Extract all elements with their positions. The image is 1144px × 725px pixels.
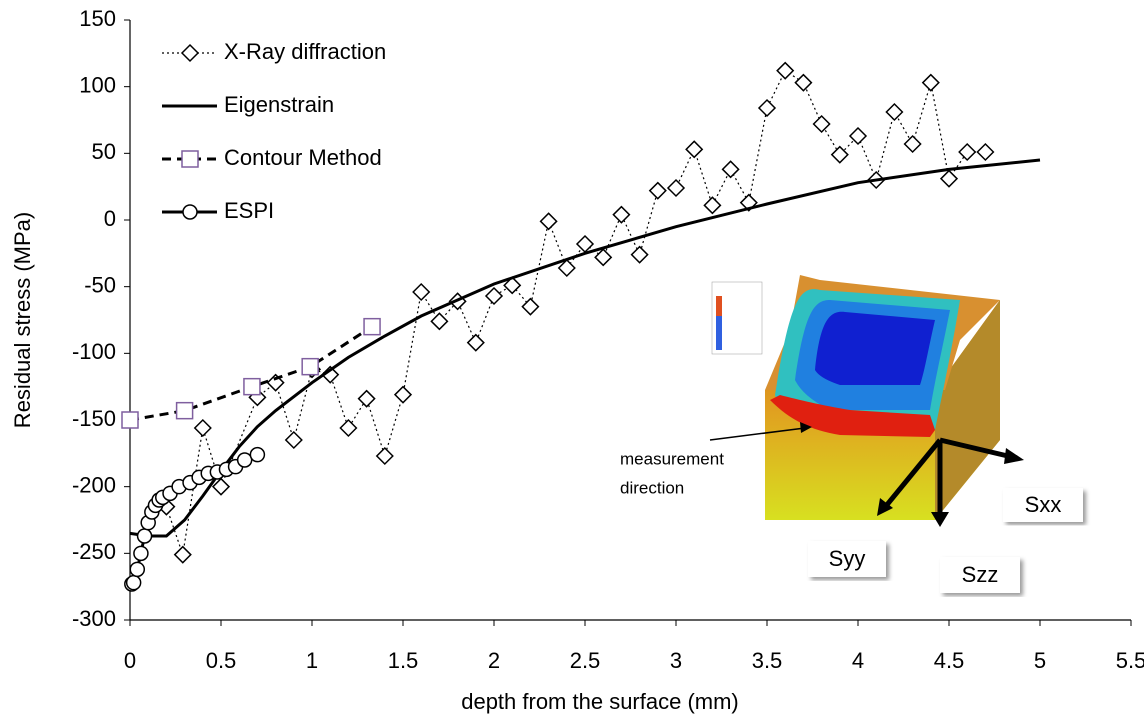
marker (183, 205, 197, 219)
inset-model (710, 275, 1083, 593)
marker (213, 479, 229, 495)
y-tick-label: 100 (79, 72, 116, 97)
marker (175, 547, 191, 563)
marker (486, 288, 502, 304)
marker (364, 319, 380, 335)
axis-tag: Szz (962, 562, 999, 587)
y-tick-label: 50 (92, 139, 116, 164)
marker (127, 576, 141, 590)
marker (541, 213, 557, 229)
marker (704, 197, 720, 213)
marker (177, 403, 193, 419)
marker (468, 335, 484, 351)
legend-label: Eigenstrain (224, 92, 334, 117)
marker (977, 144, 993, 160)
marker (777, 63, 793, 79)
y-tick-label: -250 (72, 539, 116, 564)
marker (814, 116, 830, 132)
marker (632, 247, 648, 263)
y-tick-label: -300 (72, 606, 116, 631)
y-axis-title: Residual stress (MPa) (10, 212, 35, 428)
marker (886, 104, 902, 120)
axis-tag: Syy (829, 546, 866, 571)
axis-tag: Sxx (1025, 492, 1062, 517)
marker (195, 420, 211, 436)
marker (182, 151, 198, 167)
marker (650, 183, 666, 199)
marker (723, 161, 739, 177)
legend-label: X-Ray diffraction (224, 39, 386, 64)
marker (130, 562, 144, 576)
x-tick-label: 2.5 (570, 648, 601, 673)
marker (668, 180, 684, 196)
marker (244, 379, 260, 395)
x-tick-label: 1 (306, 648, 318, 673)
marker (522, 299, 538, 315)
x-tick-label: 2 (488, 648, 500, 673)
marker (613, 207, 629, 223)
x-tick-label: 3 (670, 648, 682, 673)
x-tick-label: 4 (852, 648, 864, 673)
marker (759, 100, 775, 116)
marker (377, 448, 393, 464)
marker (250, 448, 264, 462)
marker (431, 313, 447, 329)
y-tick-label: 0 (104, 206, 116, 231)
x-tick-label: 5.5 (1116, 648, 1144, 673)
marker (595, 249, 611, 265)
x-tick-label: 3.5 (752, 648, 783, 673)
chart: measurement direction Sxx Syy Szz depth … (0, 0, 1144, 720)
annotation: measurement (620, 449, 724, 468)
marker (238, 453, 252, 467)
legend-label: Contour Method (224, 145, 382, 170)
x-tick-label: 0 (124, 648, 136, 673)
x-tick-label: 5 (1034, 648, 1046, 673)
marker (905, 136, 921, 152)
marker (959, 144, 975, 160)
marker (138, 529, 152, 543)
y-tick-label: -100 (72, 339, 116, 364)
marker (795, 75, 811, 91)
y-tick-label: -200 (72, 472, 116, 497)
marker (686, 141, 702, 157)
y-tick-label: -50 (84, 272, 116, 297)
marker (122, 412, 138, 428)
x-tick-label: 0.5 (206, 648, 237, 673)
marker (340, 420, 356, 436)
marker (413, 284, 429, 300)
marker (359, 391, 375, 407)
marker (302, 359, 318, 375)
y-tick-label: 150 (79, 6, 116, 31)
marker (286, 432, 302, 448)
marker (577, 236, 593, 252)
legend-label: ESPI (224, 198, 274, 223)
x-axis-title: depth from the surface (mm) (461, 689, 739, 714)
x-tick-label: 4.5 (934, 648, 965, 673)
annotation: direction (620, 478, 684, 497)
marker (923, 75, 939, 91)
y-tick-label: -150 (72, 406, 116, 431)
marker (941, 171, 957, 187)
marker (182, 45, 198, 61)
x-tick-label: 1.5 (388, 648, 419, 673)
marker (395, 387, 411, 403)
marker (134, 546, 148, 560)
